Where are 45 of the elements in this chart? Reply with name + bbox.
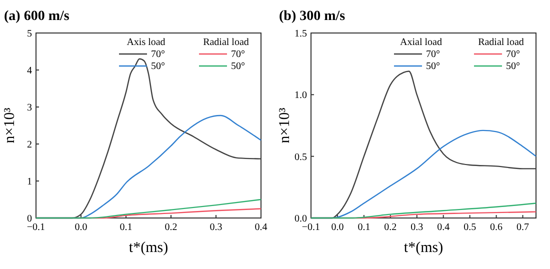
y-tick-label: 1 <box>27 176 32 188</box>
y-tick-label: 0.0 <box>294 214 307 224</box>
legend-label: 70° <box>506 49 520 60</box>
line-series <box>35 198 262 219</box>
x-tick-label: 0.0 <box>74 222 88 233</box>
y-tick-label: 4 <box>27 66 32 76</box>
x-tick-label: 0.0 <box>331 222 344 233</box>
annotation: Axis load <box>126 37 166 48</box>
legend-label: 50° <box>151 61 165 72</box>
chart-title: (a) 600 m/s <box>4 9 70 24</box>
y-tick-label: 3 <box>27 102 32 114</box>
x-tick-label: 0.4 <box>437 222 450 233</box>
x-tick-label: 0.1 <box>358 222 370 233</box>
x-axis-title: t*(ms) <box>404 240 444 256</box>
legend-label: 50° <box>506 61 520 72</box>
legend-label: 50° <box>426 61 440 72</box>
annotation: Radial load <box>203 37 249 48</box>
x-tick-label: 0.7 <box>516 222 530 233</box>
x-tick-label: 0.2 <box>164 222 178 233</box>
line-series <box>310 202 537 219</box>
annotation: Radial load <box>478 37 524 48</box>
x-tick-label: −0.1 <box>26 222 46 233</box>
y-tick-label: 0.5 <box>294 152 307 163</box>
x-axis-title: t*(ms) <box>128 240 168 256</box>
x-tick-label: −0.1 <box>302 222 320 233</box>
x-tick-label: 0.4 <box>254 222 268 233</box>
y-tick-label: 1.0 <box>294 90 307 102</box>
legend-label: 70° <box>426 49 440 60</box>
y-tick-label: 1.5 <box>294 28 307 40</box>
y-tick-label: 2 <box>27 140 32 150</box>
legend-label: 50° <box>231 61 245 72</box>
y-tick-label: 5 <box>27 28 32 40</box>
chart-title: (b) 300 m/s <box>279 9 346 24</box>
annotation: Axial load <box>400 37 442 48</box>
x-tick-label: 0.3 <box>210 222 222 233</box>
x-tick-label: 0.3 <box>410 222 424 233</box>
y-axis-title: n×10³ <box>277 107 293 144</box>
legend-label: 70° <box>151 49 165 60</box>
x-tick-label: 0.6 <box>490 222 503 233</box>
x-tick-label: 0.2 <box>384 222 397 233</box>
legend-label: 70° <box>231 49 245 60</box>
x-tick-label: 0.5 <box>464 222 476 233</box>
x-tick-label: 0.1 <box>120 222 132 233</box>
y-axis-title: n×10³ <box>2 107 18 144</box>
y-tick-label: 0 <box>27 214 32 224</box>
